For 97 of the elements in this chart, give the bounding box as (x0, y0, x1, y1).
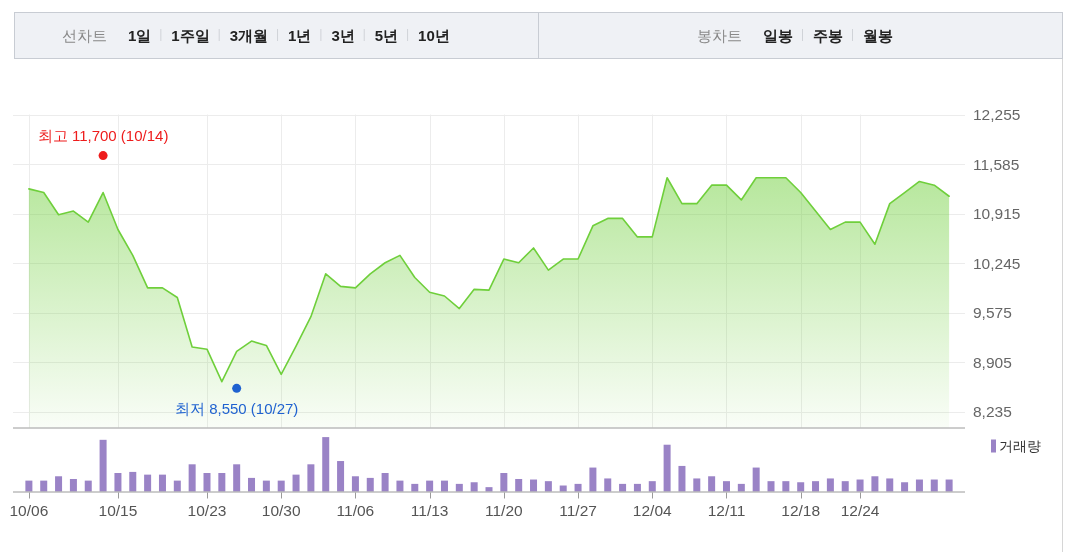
bar (158, 474, 166, 492)
text: 5년 (374, 26, 399, 44)
text: 1주일 (171, 26, 210, 44)
y-tick-label: 10,245 (973, 254, 1021, 272)
x-tick-label: 11/20 (485, 501, 524, 519)
y-tick-label: 8,235 (973, 403, 1012, 421)
bar (500, 473, 508, 492)
annotation: 최고 11,700 (10/14) (37, 126, 169, 144)
x-tick-label: 10/15 (98, 501, 138, 519)
text: 일봉 (763, 26, 793, 44)
bar (737, 483, 745, 492)
bar (277, 480, 285, 492)
bar (411, 483, 419, 492)
bar (826, 478, 834, 492)
bar (188, 464, 196, 492)
bar (812, 481, 820, 492)
bar (351, 476, 359, 492)
bar (99, 439, 107, 492)
bar (530, 479, 538, 492)
bar (782, 481, 790, 492)
bar (366, 477, 374, 492)
bar (841, 481, 849, 492)
bar (396, 480, 404, 492)
bar (633, 483, 641, 492)
bar (485, 487, 493, 492)
bar (901, 482, 909, 492)
legend-label: 거래량 (999, 438, 1041, 454)
x-tick-label: 12/11 (707, 501, 746, 519)
x-tick-label: 12/04 (632, 501, 673, 519)
bar (218, 473, 226, 492)
annotation: 최저 8,550 (10/27) (174, 400, 299, 418)
bar (455, 483, 463, 492)
y-tick-label: 8,905 (973, 353, 1012, 371)
text: 3년 (331, 26, 355, 44)
y-tick-label: 12,255 (973, 106, 1021, 124)
x-tick-label: 12/24 (840, 501, 880, 519)
x-tick-label: 11/13 (410, 501, 449, 519)
x-tick-label: 11/27 (559, 501, 597, 519)
bar (752, 467, 760, 492)
bar (797, 482, 805, 492)
bar (203, 473, 211, 492)
bar (248, 477, 256, 492)
bar (426, 480, 434, 492)
bar (693, 478, 701, 492)
bar (767, 481, 775, 492)
bar (440, 480, 448, 492)
y-tick-label: 10,915 (973, 205, 1021, 223)
bar (25, 480, 33, 492)
text: 1년 (288, 26, 312, 44)
text: 선차트 (62, 26, 107, 44)
bar (619, 483, 627, 492)
x-tick-label: 10/06 (9, 501, 49, 519)
text: 주봉 (813, 26, 843, 44)
bar (114, 473, 122, 492)
text: 1일 (128, 26, 152, 44)
bar (663, 444, 671, 492)
text: 10년 (418, 26, 450, 44)
bar (574, 483, 582, 492)
bar (233, 464, 241, 492)
bar (722, 481, 730, 492)
bar (144, 474, 152, 492)
text: 봉차트 (697, 26, 742, 44)
bar (589, 467, 597, 492)
legend: 거래량 (991, 438, 1041, 454)
x-tick-label: 10/30 (261, 501, 301, 519)
bar (515, 478, 523, 492)
text: 월봉 (863, 26, 893, 44)
y-tick-label: 11,585 (973, 155, 1020, 173)
bar (292, 474, 300, 492)
bar (708, 476, 716, 492)
bar (945, 479, 953, 492)
bar (322, 437, 330, 492)
bar (381, 473, 389, 492)
bar (337, 461, 345, 492)
bar (930, 479, 938, 492)
bar (173, 480, 181, 492)
bar (40, 480, 48, 492)
bar (856, 479, 864, 492)
text: 3개월 (229, 26, 269, 44)
bar (886, 478, 894, 492)
bar (604, 478, 612, 492)
bar (84, 480, 92, 492)
bar (648, 481, 656, 492)
bar (544, 481, 552, 492)
x-tick-label: 12/18 (781, 501, 821, 519)
x-tick-label: 10/23 (187, 501, 227, 519)
y-tick-label: 9,575 (973, 304, 1012, 322)
bar (470, 482, 478, 492)
bar (678, 465, 686, 492)
bar (307, 464, 315, 492)
bar (915, 479, 923, 492)
bar (871, 476, 879, 492)
x-tick-label: 11/06 (336, 501, 375, 519)
bar (69, 478, 77, 492)
bar (55, 476, 63, 492)
bar (262, 480, 270, 492)
bar (129, 471, 137, 492)
